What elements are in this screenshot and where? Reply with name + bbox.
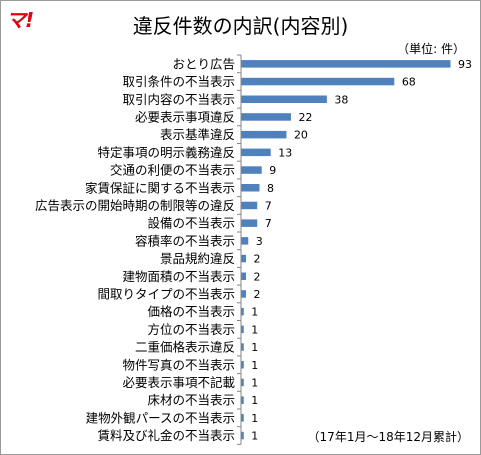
category-label: 二重価格表示違反 xyxy=(135,340,235,355)
data-label: 3 xyxy=(256,235,263,248)
data-label: 7 xyxy=(265,199,272,212)
category-label: 床材の不当表示 xyxy=(147,393,235,408)
data-label: 13 xyxy=(278,146,292,159)
category-label: 設備の不当表示 xyxy=(147,216,235,231)
data-label: 1 xyxy=(251,306,258,319)
bar xyxy=(241,378,244,387)
bar xyxy=(241,219,258,227)
category-label: 家賃保証に関する不当表示 xyxy=(85,180,235,195)
category-label: 物件写真の不当表示 xyxy=(122,357,235,372)
bar xyxy=(241,130,287,139)
category-label: 必要表示事項不記載 xyxy=(122,375,235,390)
category-label: 交通の利便の不当表示 xyxy=(110,163,235,178)
data-label: 1 xyxy=(251,376,258,389)
bar xyxy=(241,113,291,121)
data-label: 20 xyxy=(294,129,308,142)
bar xyxy=(241,60,451,68)
bar xyxy=(241,361,244,369)
category-label: 取引条件の不当表示 xyxy=(122,74,235,89)
bar xyxy=(241,166,262,174)
data-label: 93 xyxy=(458,58,472,71)
category-label: 容積率の不当表示 xyxy=(135,233,235,248)
category-label: 建物面積の不当表示 xyxy=(122,269,235,284)
brand-logo: マ! xyxy=(6,8,34,32)
data-label: 38 xyxy=(334,93,348,106)
bar xyxy=(241,414,244,422)
unit-label: （単位: 件） xyxy=(397,42,465,56)
bar xyxy=(241,77,395,86)
data-label: 1 xyxy=(251,430,258,443)
bar xyxy=(241,201,258,210)
category-label: 必要表示事項違反 xyxy=(135,109,235,124)
bar xyxy=(241,431,244,440)
chart-title: 違反件数の内訳(内容別) xyxy=(132,14,349,38)
category-label: 間取りタイプの不当表示 xyxy=(97,286,235,301)
data-label: 2 xyxy=(253,270,260,283)
bar xyxy=(241,325,244,334)
category-label: 広告表示の開始時期の制限等の違反 xyxy=(35,198,235,213)
data-label: 22 xyxy=(298,111,312,124)
category-label: 価格の不当表示 xyxy=(147,304,235,319)
period-note: （17年1月〜18年12月累計） xyxy=(307,430,469,444)
data-label: 2 xyxy=(253,253,260,266)
data-label: 1 xyxy=(251,323,258,336)
category-label: 取引内容の不当表示 xyxy=(122,92,235,107)
bar xyxy=(241,148,271,157)
data-label: 8 xyxy=(267,182,274,195)
data-label: 9 xyxy=(269,164,276,177)
bar xyxy=(241,272,246,280)
data-label: 1 xyxy=(251,394,258,407)
bar xyxy=(241,184,260,192)
data-label: 1 xyxy=(251,341,258,354)
bar xyxy=(241,237,249,245)
category-label: 景品規約違反 xyxy=(160,251,235,266)
bar xyxy=(241,307,244,316)
category-label: 表示基準違反 xyxy=(160,127,235,142)
category-label: 賃料及び礼金の不当表示 xyxy=(97,428,235,443)
data-label: 1 xyxy=(251,412,258,425)
category-label: おとり広告 xyxy=(172,56,235,71)
data-label: 7 xyxy=(265,217,272,230)
category-label: 方位の不当表示 xyxy=(147,322,235,337)
bar xyxy=(241,95,327,103)
bar xyxy=(241,290,246,298)
data-label: 2 xyxy=(253,288,260,301)
bar xyxy=(241,254,246,263)
data-label: 1 xyxy=(251,359,258,372)
bar xyxy=(241,343,244,351)
bar xyxy=(241,396,244,404)
category-label: 建物外観パースの不当表示 xyxy=(86,410,235,425)
data-label: 68 xyxy=(402,76,416,89)
category-label: 特定事項の明示義務違反 xyxy=(97,145,235,160)
